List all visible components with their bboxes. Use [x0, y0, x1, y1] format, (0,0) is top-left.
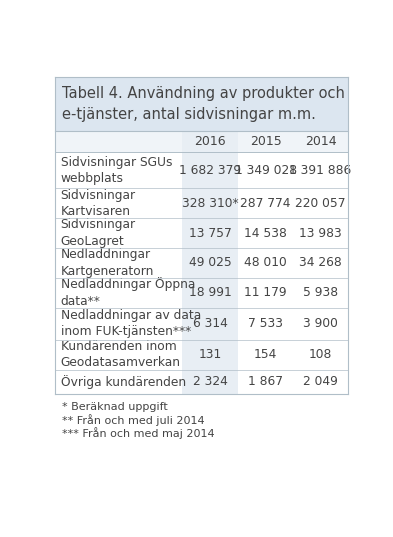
Text: 48 010: 48 010	[244, 256, 287, 270]
Bar	[55, 130, 348, 152]
Bar	[182, 130, 238, 152]
Text: 2016: 2016	[195, 135, 226, 148]
Text: 1 391 886: 1 391 886	[289, 164, 352, 177]
Text: 5 938: 5 938	[303, 286, 338, 299]
Text: 2015: 2015	[250, 135, 282, 148]
Text: 2 324: 2 324	[193, 375, 228, 388]
Text: 154: 154	[254, 348, 277, 361]
Bar	[55, 218, 348, 248]
Text: 13 757: 13 757	[189, 227, 231, 240]
Bar	[55, 308, 348, 340]
Text: 2014: 2014	[305, 135, 336, 148]
Bar	[182, 188, 238, 218]
Bar	[55, 188, 348, 218]
Text: 1 349 028: 1 349 028	[235, 164, 297, 177]
Text: 131: 131	[198, 348, 222, 361]
Bar	[182, 248, 238, 278]
Bar	[182, 218, 238, 248]
Text: 18 991: 18 991	[189, 286, 231, 299]
Text: 108: 108	[309, 348, 332, 361]
Text: 11 179: 11 179	[244, 286, 287, 299]
Text: Sidvisningar
Kartvisaren: Sidvisningar Kartvisaren	[61, 188, 136, 218]
Text: 2 049: 2 049	[303, 375, 338, 388]
Text: ** Från och med juli 2014: ** Från och med juli 2014	[62, 414, 204, 426]
Text: 1 682 379: 1 682 379	[179, 164, 241, 177]
Text: Nedladdningar av data
inom FUK-tjänsten***: Nedladdningar av data inom FUK-tjänsten*…	[61, 309, 201, 338]
Text: 328 310*: 328 310*	[182, 197, 239, 210]
Bar	[55, 77, 348, 130]
Bar	[55, 340, 348, 369]
Text: 13 983: 13 983	[299, 227, 342, 240]
Text: * Beräknad uppgift: * Beräknad uppgift	[62, 402, 168, 412]
Bar	[55, 278, 348, 308]
Text: 49 025: 49 025	[189, 256, 231, 270]
Bar	[55, 152, 348, 188]
Text: 1 867: 1 867	[248, 375, 283, 388]
Text: 287 774: 287 774	[241, 197, 291, 210]
Bar	[182, 278, 238, 308]
Text: 6 314: 6 314	[193, 317, 228, 330]
Text: 34 268: 34 268	[299, 256, 342, 270]
Text: Sidvisningar SGUs
webbplats: Sidvisningar SGUs webbplats	[61, 156, 172, 185]
Text: 3 900: 3 900	[303, 317, 338, 330]
Text: 220 057: 220 057	[295, 197, 346, 210]
Bar	[55, 248, 348, 278]
Bar	[182, 308, 238, 340]
Text: Sidvisningar
GeoLagret: Sidvisningar GeoLagret	[61, 219, 136, 248]
Text: 7 533: 7 533	[248, 317, 283, 330]
Bar	[182, 340, 238, 369]
Bar	[55, 369, 348, 394]
Text: 14 538: 14 538	[244, 227, 287, 240]
Text: Övriga kundärenden: Övriga kundärenden	[61, 375, 186, 389]
Text: Kundärenden inom
Geodatasamverkan: Kundärenden inom Geodatasamverkan	[61, 340, 181, 369]
Text: Nedladdningar
Kartgeneratorn: Nedladdningar Kartgeneratorn	[61, 248, 154, 278]
Text: *** Från och med maj 2014: *** Från och med maj 2014	[62, 427, 215, 439]
Bar	[182, 369, 238, 394]
Text: Nedladdningar Öppna
data**: Nedladdningar Öppna data**	[61, 278, 195, 308]
Text: Tabell 4. Användning av produkter och
e-tjänster, antal sidvisningar m.m.: Tabell 4. Användning av produkter och e-…	[62, 86, 345, 122]
Bar	[182, 152, 238, 188]
